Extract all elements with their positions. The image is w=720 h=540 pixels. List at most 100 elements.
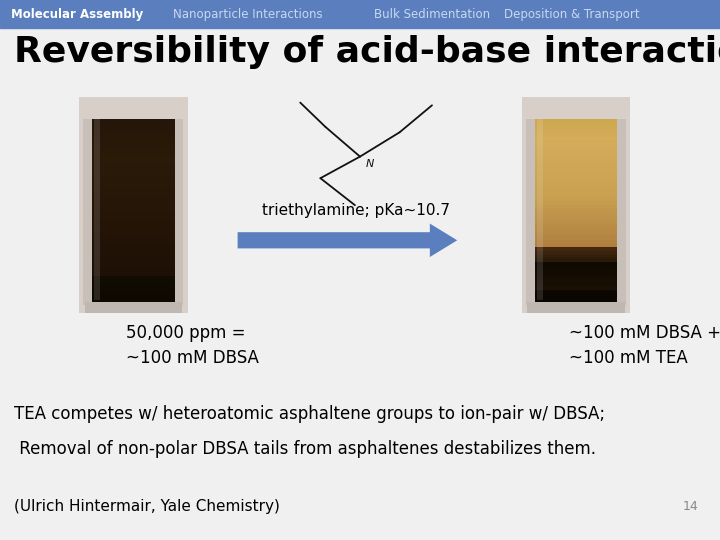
- Bar: [534, 289, 618, 293]
- Bar: [92, 194, 174, 198]
- Bar: [534, 275, 618, 279]
- Bar: [534, 246, 618, 251]
- FancyArrow shape: [238, 224, 457, 257]
- Bar: [534, 160, 618, 164]
- Bar: [92, 204, 174, 208]
- Bar: [94, 119, 99, 300]
- Bar: [92, 123, 174, 127]
- Text: (Ulrich Hintermair, Yale Chemistry): (Ulrich Hintermair, Yale Chemistry): [14, 500, 280, 515]
- Bar: [534, 180, 618, 185]
- Bar: [534, 187, 618, 191]
- Bar: [79, 97, 187, 313]
- Bar: [527, 302, 625, 313]
- Bar: [92, 246, 174, 250]
- Bar: [92, 279, 174, 282]
- Text: 14: 14: [683, 500, 698, 512]
- Bar: [526, 107, 626, 119]
- Bar: [92, 269, 174, 273]
- Bar: [534, 224, 618, 227]
- Text: Molecular Assembly: Molecular Assembly: [11, 8, 143, 21]
- Text: triethylamine; pKa~10.7: triethylamine; pKa~10.7: [262, 202, 451, 218]
- Bar: [92, 256, 174, 260]
- Bar: [534, 157, 618, 160]
- Bar: [92, 266, 174, 269]
- Bar: [534, 120, 618, 124]
- Bar: [534, 227, 618, 231]
- Bar: [534, 265, 618, 269]
- Bar: [92, 298, 174, 302]
- Bar: [534, 282, 618, 286]
- Bar: [85, 302, 181, 313]
- Bar: [534, 113, 618, 117]
- Bar: [174, 111, 183, 305]
- Bar: [92, 162, 174, 166]
- Bar: [92, 227, 174, 231]
- Bar: [537, 119, 543, 300]
- Bar: [534, 194, 618, 198]
- Bar: [84, 111, 92, 305]
- Bar: [92, 113, 174, 117]
- Text: TEA competes w/ heteroatomic asphaltene groups to ion-pair w/ DBSA;: TEA competes w/ heteroatomic asphaltene …: [14, 405, 606, 423]
- Bar: [534, 240, 618, 244]
- Bar: [534, 250, 618, 254]
- Bar: [92, 224, 174, 227]
- Bar: [0, 0, 720, 28]
- Bar: [92, 240, 174, 244]
- Text: Nanoparticle Interactions: Nanoparticle Interactions: [173, 8, 323, 21]
- Bar: [534, 268, 618, 273]
- Bar: [534, 126, 618, 130]
- Bar: [534, 297, 618, 301]
- Bar: [92, 110, 174, 114]
- Bar: [92, 262, 174, 266]
- Bar: [534, 117, 618, 120]
- Bar: [92, 259, 174, 263]
- Bar: [618, 111, 626, 305]
- Bar: [84, 107, 183, 119]
- Bar: [534, 279, 618, 283]
- Bar: [521, 97, 631, 313]
- Bar: [92, 120, 174, 124]
- Bar: [92, 152, 174, 156]
- Bar: [92, 126, 174, 130]
- Bar: [534, 177, 618, 181]
- Text: Reversibility of acid-base interactions: Reversibility of acid-base interactions: [14, 35, 720, 69]
- Bar: [534, 272, 618, 276]
- Bar: [534, 123, 618, 127]
- Bar: [534, 211, 618, 214]
- Bar: [534, 217, 618, 221]
- Text: Removal of non-polar DBSA tails from asphaltenes destabilizes them.: Removal of non-polar DBSA tails from asp…: [14, 440, 596, 458]
- Bar: [92, 211, 174, 214]
- Bar: [534, 258, 618, 262]
- Bar: [92, 288, 174, 292]
- Bar: [534, 237, 618, 240]
- Bar: [534, 220, 618, 224]
- Bar: [92, 185, 174, 188]
- Bar: [92, 282, 174, 286]
- Bar: [92, 253, 174, 256]
- Bar: [92, 156, 174, 159]
- Bar: [92, 178, 174, 182]
- Bar: [92, 249, 174, 253]
- Bar: [92, 191, 174, 195]
- Bar: [534, 163, 618, 167]
- Bar: [534, 191, 618, 195]
- Bar: [92, 149, 174, 153]
- Bar: [534, 301, 618, 305]
- Bar: [534, 254, 618, 259]
- Bar: [92, 292, 174, 295]
- Bar: [534, 201, 618, 205]
- Bar: [534, 170, 618, 174]
- Bar: [92, 220, 174, 224]
- Bar: [92, 198, 174, 201]
- Bar: [92, 188, 174, 192]
- Bar: [526, 111, 534, 305]
- Bar: [92, 285, 174, 289]
- Bar: [92, 201, 174, 205]
- Bar: [92, 159, 174, 163]
- Bar: [92, 214, 174, 218]
- Bar: [92, 275, 174, 279]
- Bar: [534, 146, 618, 150]
- Bar: [92, 175, 174, 179]
- Bar: [92, 217, 174, 221]
- Bar: [534, 143, 618, 147]
